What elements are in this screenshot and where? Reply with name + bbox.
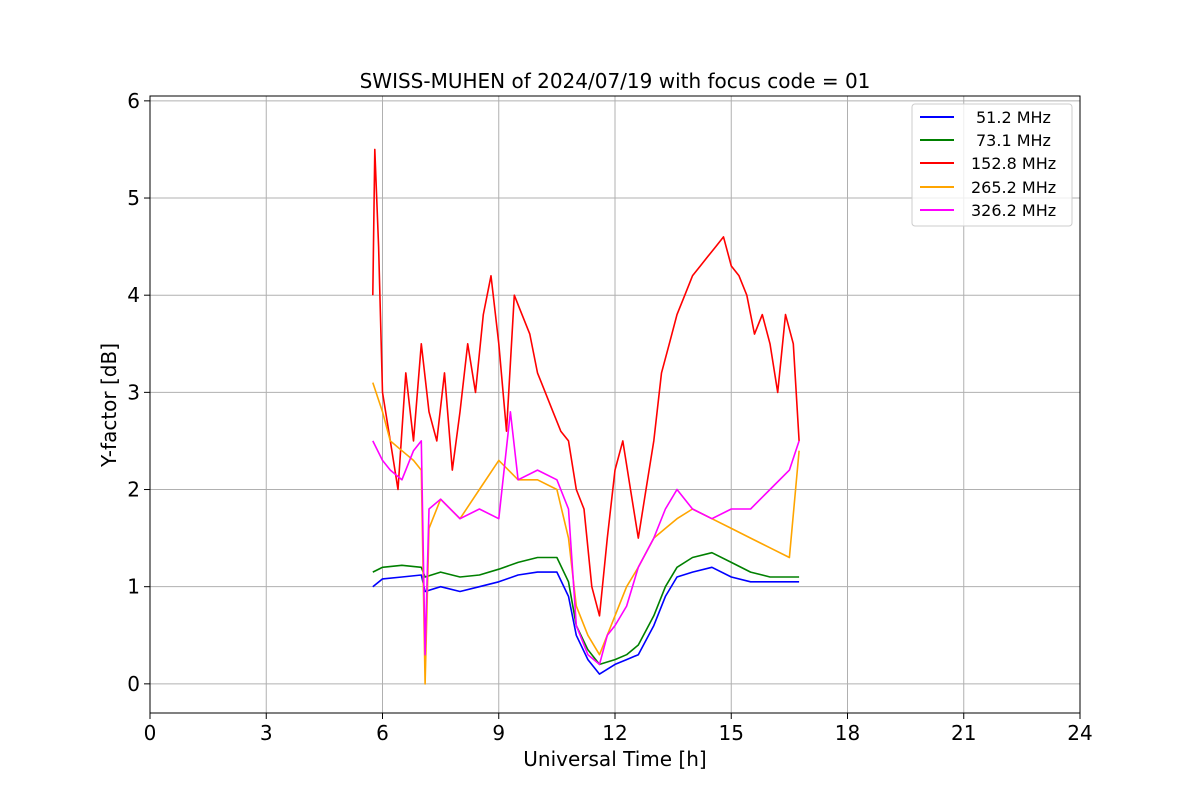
x-axis-title: Universal Time [h] bbox=[523, 747, 706, 771]
legend-box bbox=[911, 103, 1073, 227]
legend-entry: 51.2 MHz bbox=[920, 108, 1051, 127]
y-tick-label: 5 bbox=[127, 186, 140, 210]
series-layer bbox=[372, 148, 800, 685]
chart-title: SWISS-MUHEN of 2024/07/19 with focus cod… bbox=[360, 69, 871, 93]
legend-label: 152.8 MHz bbox=[971, 154, 1056, 173]
y-tick-label: 0 bbox=[127, 672, 140, 696]
x-tick-label: 0 bbox=[144, 721, 157, 745]
x-tick-label: 21 bbox=[951, 721, 976, 745]
legend-entry: 265.2 MHz bbox=[920, 178, 1056, 197]
y-axis-title: Y-factor [dB] bbox=[97, 343, 121, 468]
x-tick-label: 12 bbox=[602, 721, 627, 745]
legend-label: 265.2 MHz bbox=[971, 178, 1056, 197]
grid bbox=[149, 96, 1081, 713]
legend-label: 73.1 MHz bbox=[976, 131, 1051, 150]
x-tick-label: 24 bbox=[1067, 721, 1092, 745]
y-tick-label: 1 bbox=[127, 575, 140, 599]
legend-entry: 73.1 MHz bbox=[920, 131, 1051, 150]
x-tick-label: 9 bbox=[492, 721, 505, 745]
x-tick-label: 6 bbox=[376, 721, 389, 745]
y-tick-label: 6 bbox=[127, 89, 140, 113]
x-axis-ticks: 0 3 6 9 12 15 18 21 24 bbox=[144, 713, 1093, 745]
y-axis-ticks: 0 1 2 3 4 5 6 bbox=[127, 89, 150, 696]
legend-entry: 152.8 MHz bbox=[920, 154, 1056, 173]
legend-entry: 326.2 MHz bbox=[920, 201, 1056, 220]
legend-label: 51.2 MHz bbox=[976, 108, 1051, 127]
series-line-51-2-mhz bbox=[372, 566, 800, 675]
series-line-152-8-mhz bbox=[372, 148, 800, 617]
series-line-73-1-mhz bbox=[372, 551, 800, 666]
y-tick-label: 3 bbox=[127, 380, 140, 404]
y-tick-label: 2 bbox=[127, 478, 140, 502]
legend-label: 326.2 MHz bbox=[971, 201, 1056, 220]
y-tick-label: 4 bbox=[127, 283, 140, 307]
series-line-326-2-mhz bbox=[372, 410, 800, 666]
x-tick-label: 3 bbox=[260, 721, 273, 745]
x-tick-label: 15 bbox=[719, 721, 744, 745]
legend: 51.2 MHz 73.1 MHz 152.8 MHz 265.2 MHz 32… bbox=[911, 103, 1073, 227]
x-tick-label: 18 bbox=[835, 721, 860, 745]
